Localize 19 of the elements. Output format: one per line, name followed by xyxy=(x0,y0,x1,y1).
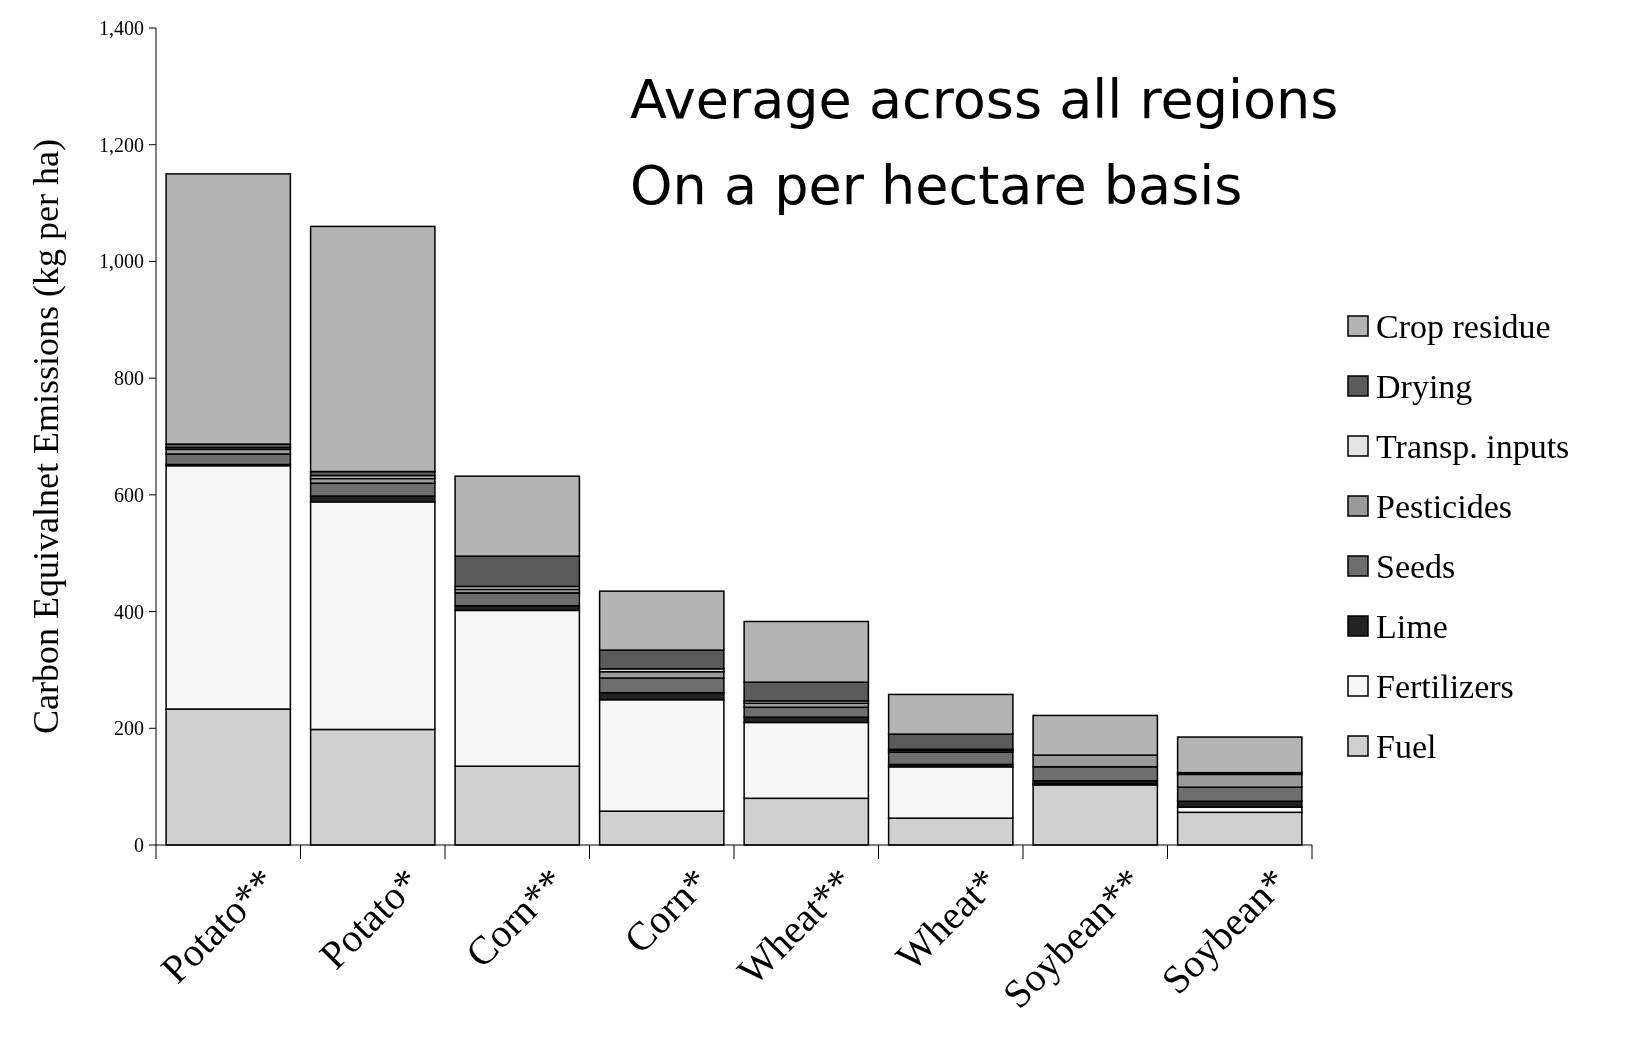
y-tick-label: 800 xyxy=(114,367,144,390)
y-tick-label: 400 xyxy=(114,600,144,623)
y-tick-label: 0 xyxy=(134,834,144,856)
legend-label: Transp. inputs xyxy=(1376,427,1570,465)
legend-label: Crop residue xyxy=(1376,307,1551,345)
y-tick-label: 600 xyxy=(114,483,144,506)
legend-label: Fuel xyxy=(1376,727,1437,765)
legend-label: Seeds xyxy=(1376,547,1456,585)
text: On a per hectare basis xyxy=(630,154,1243,217)
text: Average across all regions xyxy=(630,68,1339,131)
y-tick-label: 1,200 xyxy=(99,133,144,156)
legend-label: Fertilizers xyxy=(1376,667,1514,705)
y-axis-title: Carbon Equivalnet Emissions (kg per ha) xyxy=(26,139,66,734)
legend-label: Lime xyxy=(1376,607,1448,645)
legend-label: Pesticides xyxy=(1376,487,1512,525)
legend-label: Drying xyxy=(1376,367,1473,405)
y-tick-label: 200 xyxy=(114,717,144,740)
y-tick-label: 1,000 xyxy=(99,250,144,273)
y-tick-label: 1,400 xyxy=(99,17,144,39)
